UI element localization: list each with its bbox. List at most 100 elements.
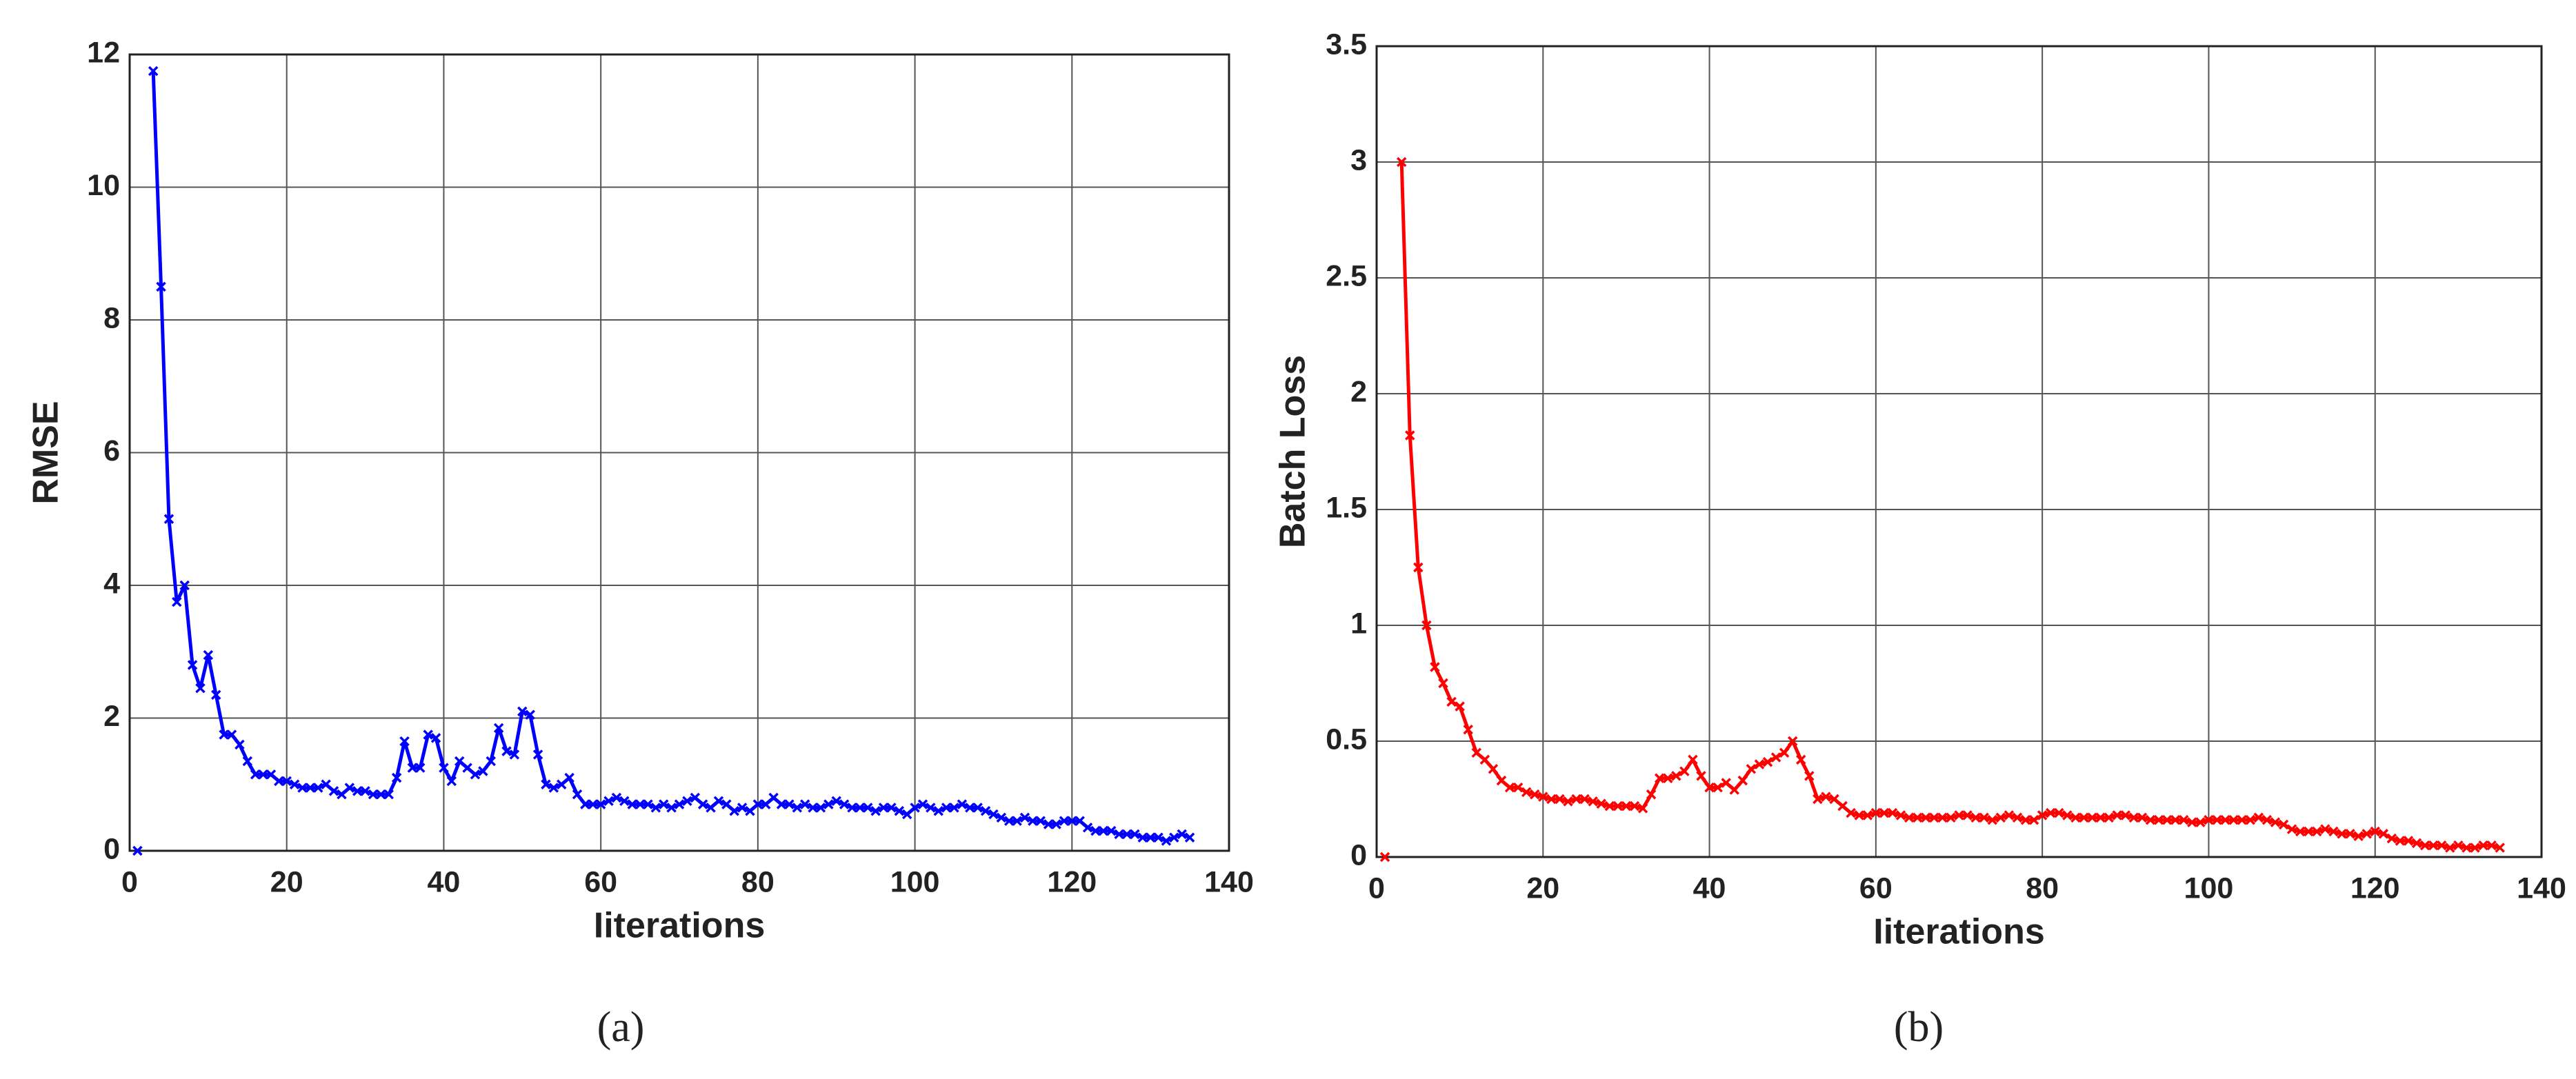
data-marker [1137,832,1148,843]
data-marker [1713,782,1723,793]
data-marker [1413,562,1424,573]
data-marker [855,803,866,813]
data-marker [2054,807,2064,818]
data-marker [1779,747,1790,758]
data-marker [2237,815,2247,825]
data-marker [368,789,379,800]
data-marker [1463,724,1473,735]
data-marker [2212,815,2222,825]
data-marker [337,789,347,800]
data-marker [847,803,857,813]
data-marker [768,792,779,803]
data-marker [305,783,316,793]
data-marker [619,796,630,807]
y-tick-label: 3 [1350,143,1367,177]
data-marker [2428,840,2439,851]
data-marker [2370,826,2380,837]
y-tick-label: 2 [1350,375,1367,408]
data-marker [2362,829,2372,839]
data-marker [1904,812,1915,823]
data-marker [2386,833,2397,844]
y-tick-label: 10 [87,169,120,202]
data-marker [737,803,748,813]
data-marker [187,660,198,670]
data-marker [2062,810,2073,820]
data-marker [509,749,520,760]
data-marker [266,769,277,780]
data-marker [2312,826,2322,837]
data-marker [415,763,426,773]
data-marker [1895,810,1906,820]
data-marker [2161,815,2173,825]
data-marker [2170,815,2181,825]
data-marker [1521,787,1532,798]
data-marker [352,786,363,796]
data-marker [2278,819,2289,830]
data-marker [2295,826,2306,837]
data-marker [1604,800,1615,811]
x-tick-label: 100 [2184,871,2234,905]
x-tick-label: 20 [270,865,303,898]
data-marker [1946,812,1956,823]
data-marker [344,783,355,793]
data-marker [478,766,488,776]
data-marker [1787,736,1798,747]
data-marker [1796,754,1806,765]
data-marker [328,786,339,796]
data-marker [1646,789,1657,800]
data-marker [2179,815,2189,825]
data-marker [2087,812,2097,823]
data-marker [2153,815,2164,825]
data-marker [1821,791,1831,802]
x-tick-label: 60 [1859,871,1893,905]
data-marker [627,799,637,809]
data-marker [1962,810,1973,820]
data-marker [776,799,787,809]
data-marker [564,772,575,783]
data-marker [2137,812,2148,823]
data-marker [297,783,308,793]
x-tick-label: 0 [121,865,138,898]
data-marker [1629,800,1640,811]
data-marker [635,799,646,809]
data-marker [439,763,449,773]
data-marker [1937,812,1948,823]
data-marker [1379,851,1390,863]
data-marker [203,649,214,660]
data-marker [894,806,905,816]
data-marker [1754,759,1765,769]
data-marker [132,845,143,856]
data-marker [1161,836,1172,846]
data-marker [1596,798,1606,809]
data-marker [2004,810,2015,820]
data-marker [1051,819,1061,829]
data-marker [792,803,803,813]
data-marker [313,783,323,793]
data-marker [1430,662,1440,672]
data-marker [697,799,708,809]
x-tick-label: 80 [2026,871,2059,905]
data-marker [1588,796,1598,807]
data-marker [917,799,928,809]
data-marker [462,763,472,773]
data-marker [446,776,457,787]
data-marker [1912,812,1923,823]
y-tick-label: 1 [1350,607,1367,640]
data-marker [603,796,614,807]
data-marker [1455,701,1465,712]
data-marker [1563,796,1573,807]
data-marker [1145,832,1156,843]
data-marker [1479,754,1490,765]
data-marker [1121,829,1132,840]
data-marker [1729,785,1739,795]
data-marker [1846,807,1856,818]
data-marker [226,729,237,740]
data-marker [2028,815,2039,825]
data-marker [258,769,268,780]
data-marker [1082,823,1093,833]
data-marker [2320,824,2330,834]
data-marker [1130,829,1140,840]
data-marker [1621,800,1632,811]
data-marker [839,799,850,809]
